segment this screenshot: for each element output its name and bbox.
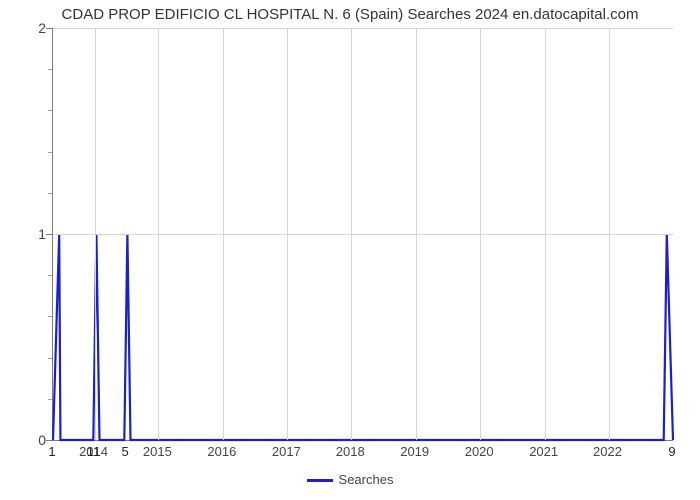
value-annotation: 9 bbox=[668, 444, 675, 459]
y-tick-label: 1 bbox=[16, 226, 46, 242]
gridline-horizontal bbox=[53, 234, 673, 235]
y-minor-tick bbox=[48, 399, 52, 400]
value-annotation: 5 bbox=[122, 444, 129, 459]
x-tick-label: 2021 bbox=[529, 444, 558, 459]
x-tick-label: 2016 bbox=[207, 444, 236, 459]
y-tick-label: 2 bbox=[16, 20, 46, 36]
x-tick-label: 2019 bbox=[400, 444, 429, 459]
y-tick-mark bbox=[46, 234, 52, 235]
y-minor-tick bbox=[48, 193, 52, 194]
y-minor-tick bbox=[48, 358, 52, 359]
x-tick-label: 2015 bbox=[143, 444, 172, 459]
y-minor-tick bbox=[48, 69, 52, 70]
x-tick-label: 2017 bbox=[272, 444, 301, 459]
gridline-horizontal bbox=[53, 28, 673, 29]
legend-label: Searches bbox=[339, 472, 394, 487]
y-tick-mark bbox=[46, 28, 52, 29]
plot-area bbox=[52, 28, 673, 441]
x-tick-label: 2018 bbox=[336, 444, 365, 459]
y-tick-mark bbox=[46, 440, 52, 441]
chart-title: CDAD PROP EDIFICIO CL HOSPITAL N. 6 (Spa… bbox=[0, 6, 700, 23]
value-annotation: 1 bbox=[48, 444, 55, 459]
legend-swatch bbox=[307, 479, 333, 482]
legend: Searches bbox=[0, 472, 700, 487]
y-minor-tick bbox=[48, 152, 52, 153]
chart-page: CDAD PROP EDIFICIO CL HOSPITAL N. 6 (Spa… bbox=[0, 0, 700, 500]
y-minor-tick bbox=[48, 275, 52, 276]
x-tick-label: 2022 bbox=[593, 444, 622, 459]
y-minor-tick bbox=[48, 110, 52, 111]
x-tick-label: 2020 bbox=[465, 444, 494, 459]
value-annotation: 11 bbox=[87, 444, 101, 459]
y-minor-tick bbox=[48, 316, 52, 317]
y-tick-label: 0 bbox=[16, 432, 46, 448]
